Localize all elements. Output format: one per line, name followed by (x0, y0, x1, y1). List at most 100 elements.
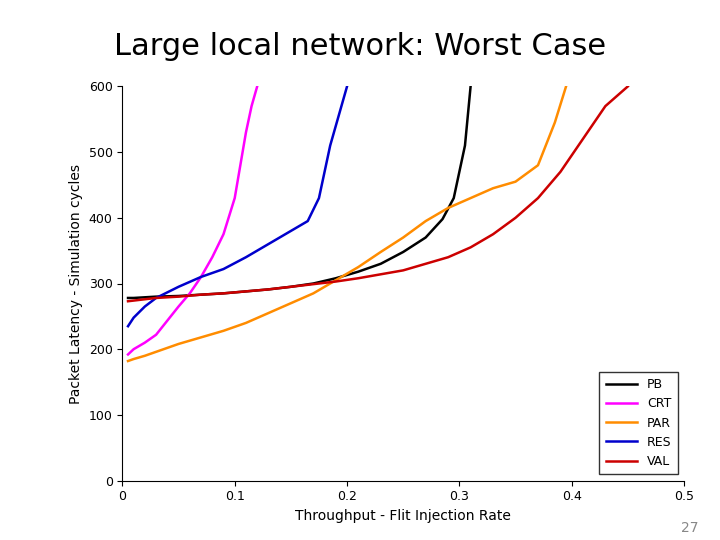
VAL (467, 244, 475, 251)
PB (461, 143, 469, 149)
PB (124, 295, 132, 301)
X-axis label: Throughput - Flit Injection Rate: Throughput - Flit Injection Rate (295, 509, 511, 523)
VAL (579, 136, 588, 142)
PB (140, 294, 149, 301)
VAL (264, 286, 273, 293)
Text: 27: 27 (681, 521, 698, 535)
PB (421, 234, 430, 241)
VAL (152, 295, 161, 301)
PB (152, 293, 161, 300)
PAR (197, 334, 205, 341)
PB (377, 261, 385, 267)
Line: PAR: PAR (128, 86, 566, 361)
PAR (309, 290, 318, 296)
PB (219, 290, 228, 296)
VAL (140, 296, 149, 302)
CRT (197, 274, 205, 280)
VAL (354, 275, 363, 281)
CRT (208, 254, 217, 260)
CRT (130, 346, 138, 353)
RES (219, 266, 228, 272)
PAR (562, 83, 570, 90)
CRT (247, 103, 256, 109)
VAL (489, 231, 498, 238)
RES (343, 83, 351, 90)
PAR (489, 185, 498, 192)
PAR (354, 264, 363, 271)
CRT (186, 290, 194, 296)
CRT (174, 303, 183, 310)
PAR (242, 320, 251, 326)
RES (174, 284, 183, 290)
PB (287, 284, 295, 290)
PB (399, 249, 408, 255)
Text: Large local network: Worst Case: Large local network: Worst Case (114, 32, 606, 62)
PB (309, 280, 318, 287)
PAR (287, 300, 295, 306)
PAR (511, 178, 520, 185)
PAR (331, 277, 340, 284)
VAL (399, 267, 408, 274)
PAR (264, 310, 273, 316)
Line: CRT: CRT (128, 86, 257, 354)
PAR (421, 218, 430, 224)
PB (264, 286, 273, 293)
PB (354, 268, 363, 275)
RES (315, 195, 323, 201)
PAR (551, 119, 559, 126)
VAL (124, 298, 132, 305)
CRT (230, 195, 239, 201)
RES (264, 241, 273, 247)
VAL (174, 293, 183, 300)
RES (152, 295, 161, 301)
PB (242, 288, 251, 295)
RES (242, 254, 251, 260)
CRT (242, 129, 251, 136)
Legend: PB, CRT, PAR, RES, VAL: PB, CRT, PAR, RES, VAL (599, 372, 678, 474)
PAR (444, 205, 452, 211)
Line: VAL: VAL (128, 86, 628, 301)
PAR (467, 195, 475, 201)
VAL (287, 284, 295, 290)
CRT (219, 231, 228, 238)
VAL (377, 271, 385, 278)
VAL (444, 254, 452, 260)
RES (287, 228, 295, 234)
PB (197, 292, 205, 298)
Line: RES: RES (128, 86, 347, 326)
PB (130, 295, 138, 301)
PB (438, 216, 447, 222)
RES (140, 303, 149, 310)
VAL (624, 83, 632, 90)
VAL (534, 195, 542, 201)
CRT (124, 351, 132, 357)
RES (197, 274, 205, 280)
PAR (152, 349, 161, 355)
VAL (511, 214, 520, 221)
PB (331, 275, 340, 281)
PB (174, 293, 183, 299)
VAL (601, 103, 610, 109)
PAR (377, 249, 385, 255)
VAL (309, 281, 318, 287)
RES (303, 218, 312, 224)
VAL (197, 292, 205, 298)
RES (130, 314, 138, 321)
VAL (421, 261, 430, 267)
RES (337, 103, 346, 109)
CRT (253, 83, 261, 90)
PAR (140, 353, 149, 359)
PAR (124, 358, 132, 365)
PAR (130, 356, 138, 362)
PAR (174, 341, 183, 347)
RES (326, 143, 335, 149)
VAL (219, 290, 228, 296)
CRT (152, 332, 161, 338)
VAL (331, 278, 340, 285)
PB (449, 195, 458, 201)
VAL (130, 298, 138, 304)
PB (467, 83, 475, 90)
PAR (219, 328, 228, 334)
Y-axis label: Packet Latency - Simulation cycles: Packet Latency - Simulation cycles (69, 164, 83, 403)
CRT (140, 339, 149, 346)
